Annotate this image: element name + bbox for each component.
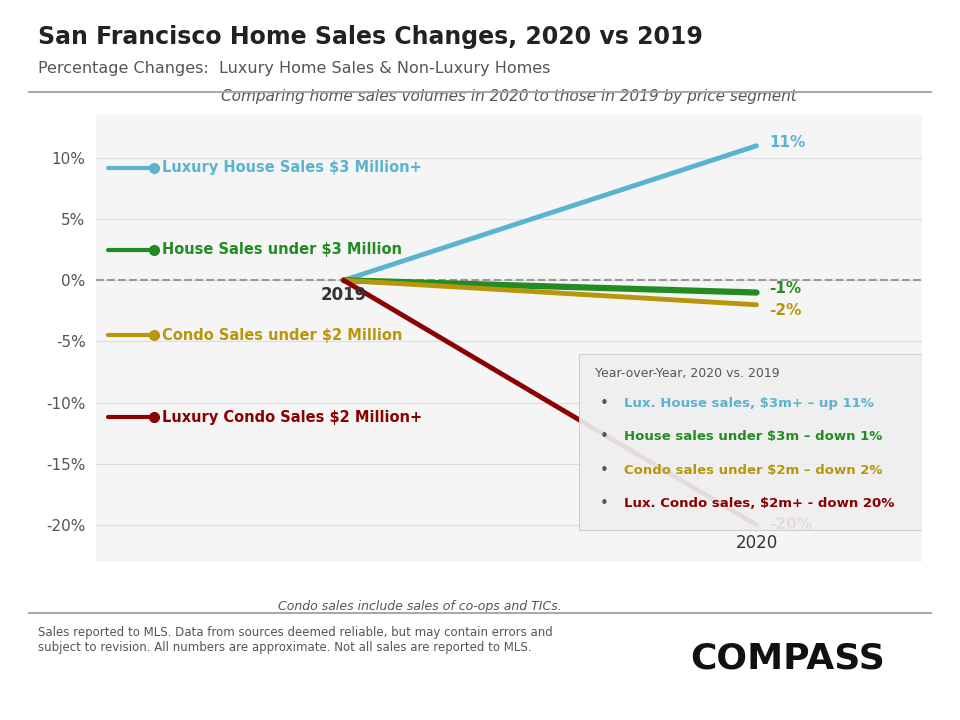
Text: •: • [600, 462, 609, 477]
Text: House Sales under $3 Million: House Sales under $3 Million [162, 242, 402, 257]
Text: Luxury Condo Sales $2 Million+: Luxury Condo Sales $2 Million+ [162, 410, 422, 425]
Text: 2019: 2019 [321, 287, 367, 305]
Text: Percentage Changes:  Luxury Home Sales & Non-Luxury Homes: Percentage Changes: Luxury Home Sales & … [38, 61, 551, 76]
Text: Lux. House sales, $3m+ – up 11%: Lux. House sales, $3m+ – up 11% [624, 397, 875, 410]
Text: House sales under $3m – down 1%: House sales under $3m – down 1% [624, 430, 883, 443]
Text: Condo sales include sales of co-ops and TICs.: Condo sales include sales of co-ops and … [277, 600, 562, 613]
Text: -1%: -1% [769, 282, 801, 297]
Text: •: • [600, 429, 609, 444]
Text: Condo sales under $2m – down 2%: Condo sales under $2m – down 2% [624, 464, 883, 477]
Text: -20%: -20% [769, 518, 812, 532]
Text: Comparing home sales volumes in 2020 to those in 2019 by price segment: Comparing home sales volumes in 2020 to … [221, 89, 797, 104]
Text: COMPASS: COMPASS [690, 642, 884, 676]
Text: •: • [600, 496, 609, 511]
Text: Luxury House Sales $3 Million+: Luxury House Sales $3 Million+ [162, 161, 421, 175]
FancyBboxPatch shape [579, 354, 922, 531]
Text: 11%: 11% [769, 135, 805, 150]
Text: Sales reported to MLS. Data from sources deemed reliable, but may contain errors: Sales reported to MLS. Data from sources… [38, 626, 553, 654]
Text: Condo Sales under $2 Million: Condo Sales under $2 Million [162, 328, 402, 343]
Text: •: • [600, 395, 609, 410]
Text: 2020: 2020 [735, 534, 778, 552]
Text: Lux. Condo sales, $2m+ - down 20%: Lux. Condo sales, $2m+ - down 20% [624, 497, 895, 510]
Text: Year-over-Year, 2020 vs. 2019: Year-over-Year, 2020 vs. 2019 [595, 367, 780, 380]
Text: -2%: -2% [769, 303, 802, 318]
Text: San Francisco Home Sales Changes, 2020 vs 2019: San Francisco Home Sales Changes, 2020 v… [38, 25, 704, 49]
